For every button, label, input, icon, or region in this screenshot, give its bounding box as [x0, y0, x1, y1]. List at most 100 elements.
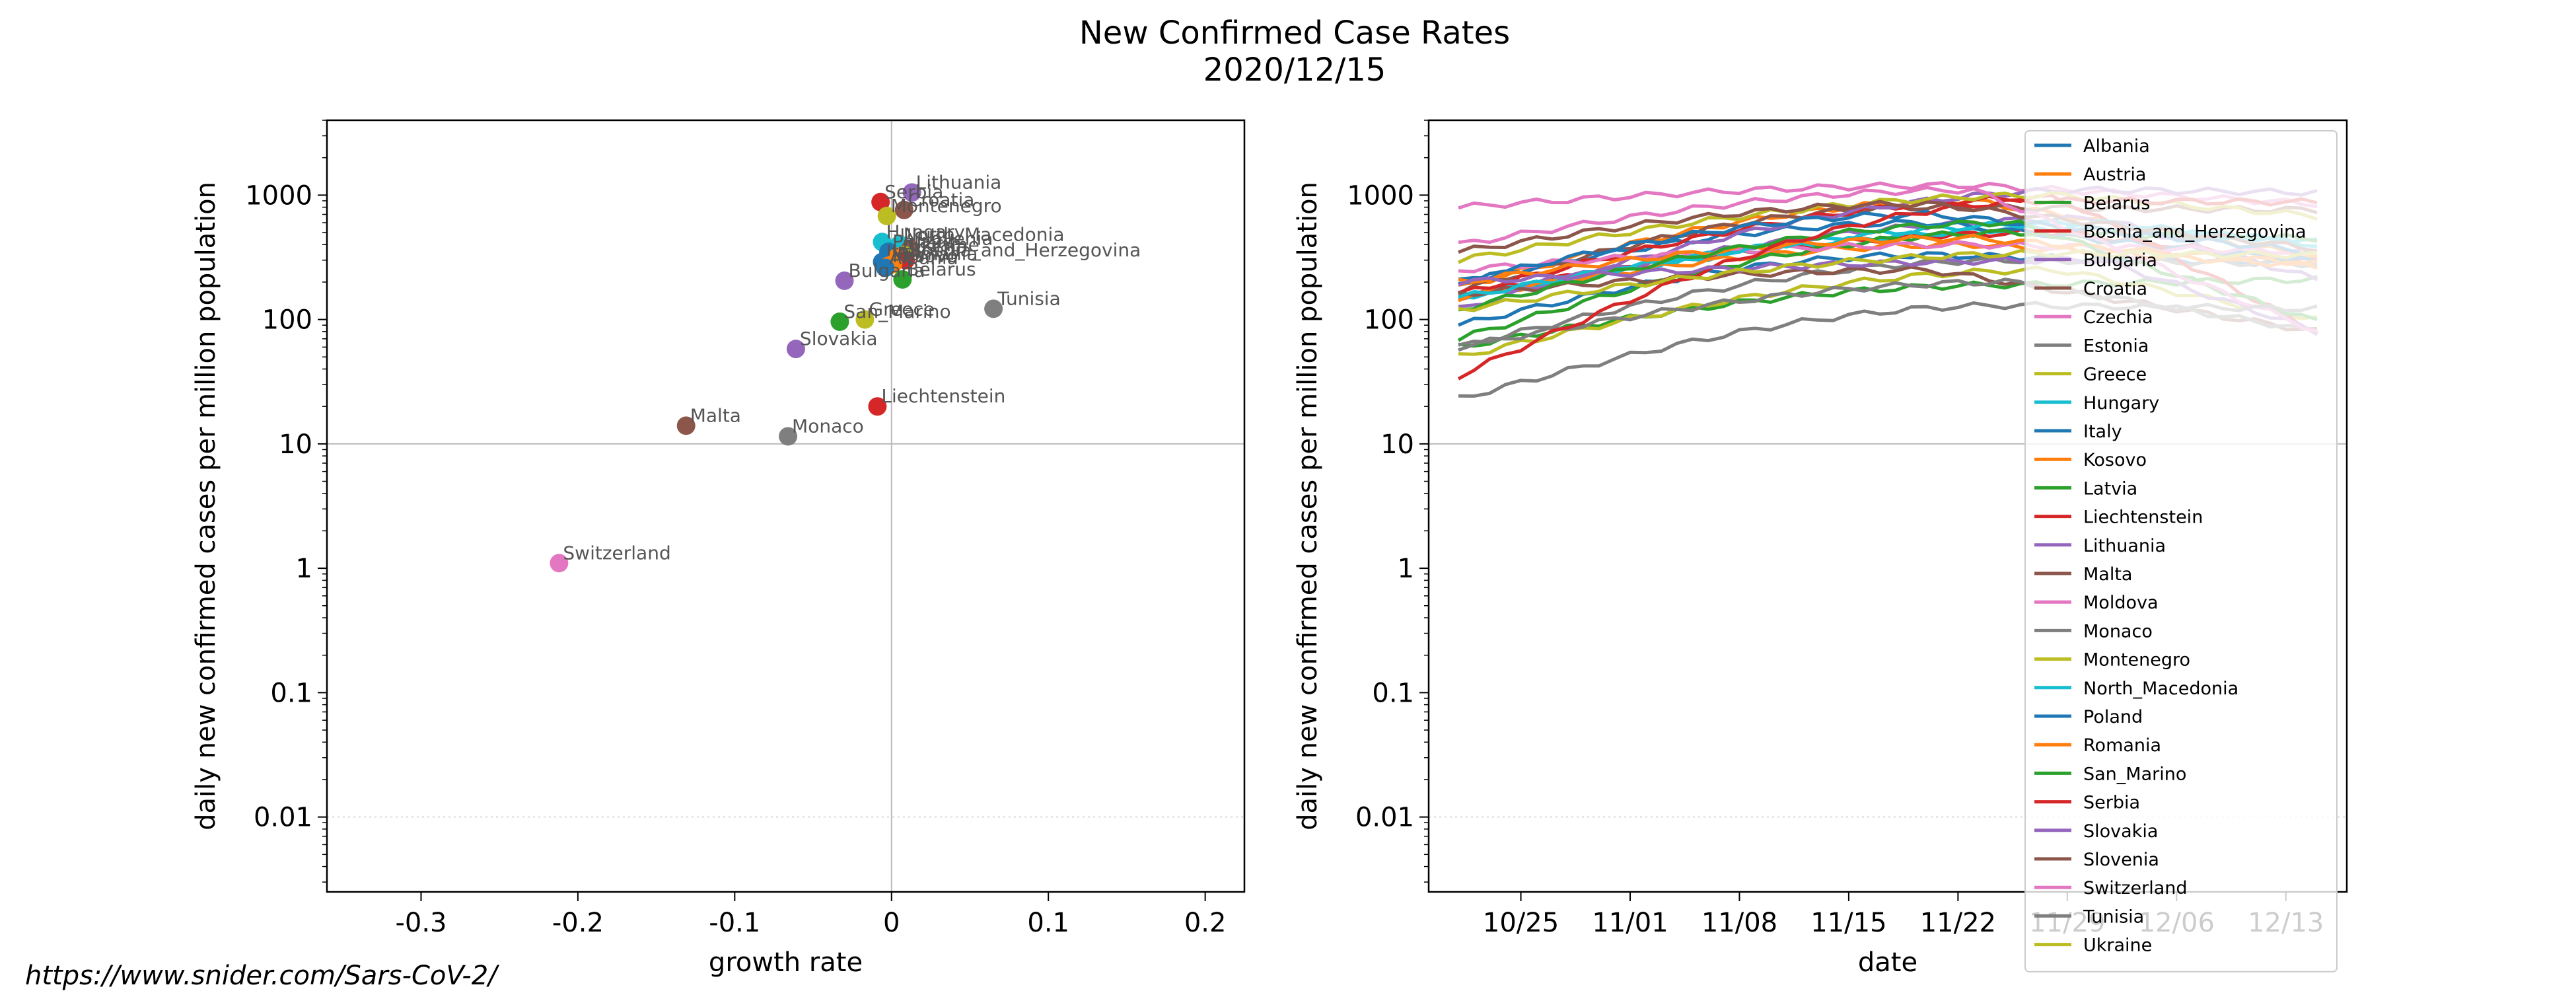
scatter-point-label-kosovo: Kosovo: [892, 244, 958, 266]
legend-label-italy: Italy: [2083, 422, 2122, 442]
line-legend: Albania Austria Belarus Bosnia_and_Herzegov…: [2024, 130, 2338, 973]
scatter-point-label-tunisia: Tunisia: [997, 287, 1061, 309]
legend-label-north-macedonia: North_Macedonia: [2083, 679, 2238, 699]
legend-label-bosnia-and-herzegovina: Bosnia_and_Herzegovina: [2083, 222, 2307, 242]
line-ylabel: daily new confirmed cases per million po…: [1293, 182, 1323, 830]
scatter-xtick-label: 0.2: [1184, 908, 1227, 938]
scatter-point-san-marino: [830, 312, 849, 331]
legend-label-hungary: Hungary: [2083, 393, 2159, 414]
scatter-point-label-north-macedonia: North_Macedonia: [904, 223, 1065, 245]
scatter-point-label-liechtenstein: Liechtenstein: [881, 385, 1005, 407]
legend-label-albania: Albania: [2083, 136, 2150, 157]
line-xtick-label: 11/08: [1701, 908, 1777, 938]
legend-label-lithuania: Lithuania: [2083, 536, 2166, 556]
line-xtick-label: 10/25: [1483, 908, 1559, 938]
scatter-point-albania: [876, 258, 895, 277]
legend-label-latvia: Latvia: [2083, 478, 2137, 499]
legend-label-slovenia: Slovenia: [2083, 850, 2159, 870]
legend-label-belarus: Belarus: [2083, 193, 2150, 213]
scatter-xlabel: growth rate: [709, 947, 863, 978]
scatter-point-label-monaco: Monaco: [792, 415, 864, 437]
scatter-ytick-label: 1000: [245, 180, 312, 211]
scatter-point-label-slovakia: Slovakia: [800, 328, 878, 349]
scatter-point-label-malta: Malta: [690, 404, 741, 426]
legend-label-malta: Malta: [2083, 564, 2132, 585]
scatter-ytick-label: 1: [296, 554, 312, 584]
legend-box: [2024, 130, 2338, 973]
scatter-xtick-label: -0.3: [395, 908, 447, 938]
legend-label-tunisia: Tunisia: [2083, 906, 2144, 927]
scatter-point-liechtenstein: [868, 397, 887, 416]
scatter-point-label-switzerland: Switzerland: [563, 542, 670, 564]
legend-label-romania: Romania: [2083, 735, 2161, 756]
scatter-point-bulgaria: [835, 271, 854, 290]
scatter-point-montenegro: [877, 206, 896, 225]
scatter-point-label-greece: Greece: [869, 299, 935, 320]
legend-label-liechtenstein: Liechtenstein: [2083, 507, 2203, 528]
legend-label-greece: Greece: [2083, 365, 2147, 385]
legend-label-slovakia: Slovakia: [2083, 821, 2158, 842]
scatter-xtick-label: 0: [883, 908, 900, 938]
legend-label-switzerland: Switzerland: [2083, 878, 2188, 899]
scatter-point-label-bosnia-and-herzegovina: Bosnia_and_Herzegovina: [910, 239, 1141, 261]
scatter-point-tunisia: [984, 299, 1003, 318]
scatter-point-slovakia: [786, 340, 805, 359]
scatter-ytick-label: 10: [279, 429, 312, 460]
scatter-frame: [326, 119, 1246, 893]
legend-label-estonia: Estonia: [2083, 336, 2149, 356]
legend-label-croatia: Croatia: [2083, 279, 2147, 299]
legend-label-austria: Austria: [2083, 165, 2146, 185]
scatter-xtick-label: -0.2: [552, 908, 604, 938]
scatter-point-croatia: [894, 200, 913, 219]
figure-title: New Confirmed Case Rates: [1079, 15, 1510, 52]
scatter-point-label-san-marino: San_Marino: [843, 301, 950, 322]
scatter-point-label-belarus: Belarus: [906, 258, 976, 280]
source-url[interactable]: https://www.snider.com/Sars-CoV-2/: [25, 961, 500, 991]
line-chart: 10/2511/0111/0811/1511/2211/2912/0612/13…: [1293, 119, 2348, 978]
legend-label-san-marino: San_Marino: [2083, 764, 2186, 784]
line-xtick-label: 11/15: [1810, 908, 1886, 938]
line-xtick-label: 11/22: [1920, 908, 1996, 938]
line-xlabel: date: [1858, 947, 1917, 978]
legend-label-poland: Poland: [2083, 707, 2143, 727]
scatter-point-label-slovenia: Slovenia: [914, 228, 993, 250]
scatter-point-serbia: [871, 192, 890, 211]
scatter-point-label-montenegro: Montenegro: [891, 195, 1002, 217]
scatter-xtick-label: -0.1: [709, 908, 760, 938]
legend-label-ukraine: Ukraine: [2083, 936, 2152, 956]
scatter-point-label-lithuania: Lithuania: [916, 171, 1002, 193]
scatter-point-label-austria: Austria: [902, 236, 967, 258]
scatter-ytick-label: 0.01: [254, 803, 312, 833]
legend-label-kosovo: Kosovo: [2083, 450, 2147, 470]
scatter-point-label-ukraine: Ukraine: [908, 234, 980, 256]
scatter-ylabel: daily new confirmed cases per million po…: [191, 182, 221, 830]
scatter-point-label-serbia: Serbia: [884, 181, 943, 203]
legend-label-moldova: Moldova: [2083, 593, 2159, 613]
scatter-chart: LithuaniaSerbiaCroatiaMontenegroHungaryN…: [191, 119, 1246, 978]
scatter-point-label-croatia: Croatia: [908, 189, 975, 211]
scatter-ytick-label: 0.1: [270, 678, 312, 708]
scatter-point-malta: [676, 416, 696, 435]
scatter-ytick-label: 100: [262, 305, 312, 336]
legend-label-bulgaria: Bulgaria: [2083, 250, 2157, 271]
scatter-point-monaco: [779, 427, 798, 446]
legend-label-serbia: Serbia: [2083, 793, 2140, 813]
line-ytick-label: 1000: [1347, 180, 1414, 211]
scatter-point-label-albania: Albania: [889, 246, 958, 268]
line-ytick-label: 10: [1380, 429, 1414, 460]
scatter-point-label-romania: Romania: [897, 242, 978, 264]
legend-label-montenegro: Montenegro: [2083, 650, 2190, 671]
scatter-point-belarus: [893, 270, 912, 289]
scatter-point-switzerland: [550, 554, 569, 573]
legend-label-monaco: Monaco: [2083, 621, 2153, 642]
scatter-point-greece: [855, 310, 875, 329]
legend-label-czechia: Czechia: [2083, 307, 2153, 328]
line-xtick-label: 11/01: [1592, 908, 1668, 938]
line-ytick-label: 100: [1364, 305, 1414, 336]
figure-subtitle: 2020/12/15: [1203, 52, 1386, 89]
scatter-point-lithuania: [902, 183, 921, 202]
line-ytick-label: 0.01: [1355, 803, 1414, 833]
line-ytick-label: 1: [1398, 554, 1414, 584]
line-ytick-label: 0.1: [1372, 678, 1414, 708]
